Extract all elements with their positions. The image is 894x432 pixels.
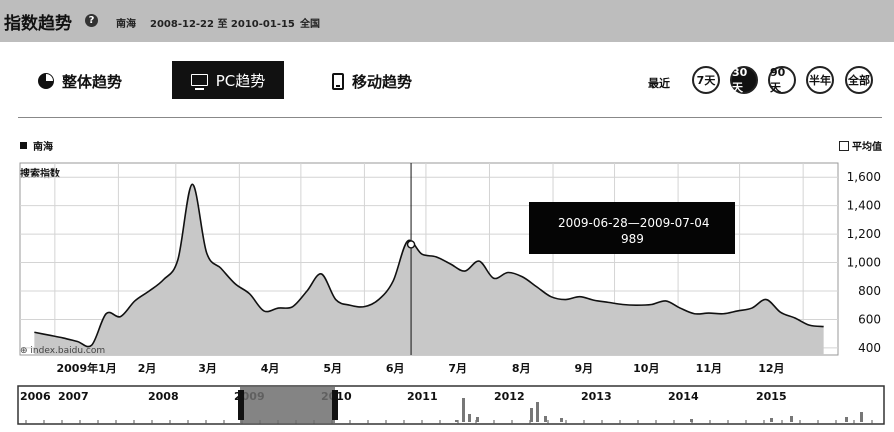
pie-chart-icon bbox=[38, 73, 54, 89]
date-range: 2008-12-22 至 2010-01-15 bbox=[150, 19, 295, 30]
navigator-year-label: 2012 bbox=[494, 390, 525, 403]
x-tick-label: 2009年1月 bbox=[56, 361, 116, 375]
navigator-spark-bar bbox=[790, 416, 793, 422]
legend-label: 南海 bbox=[33, 142, 53, 153]
range-all-button[interactable]: 全部 bbox=[845, 66, 873, 94]
navigator-spark-bar bbox=[462, 398, 465, 422]
navigator-spark-bar bbox=[560, 418, 563, 422]
navigator-spark-bar bbox=[468, 414, 471, 422]
legend-swatch bbox=[20, 142, 27, 149]
x-tick-label: 5月 bbox=[323, 362, 342, 375]
navigator-year-label: 2006 bbox=[20, 390, 51, 403]
navigator-spark-bar bbox=[690, 419, 693, 422]
average-toggle[interactable]: 平均值 bbox=[839, 138, 882, 153]
monitor-icon bbox=[190, 74, 208, 90]
range-label: 最近 bbox=[648, 77, 670, 90]
tab-overall-trend[interactable]: 整体趋势 bbox=[38, 62, 122, 100]
mobile-icon bbox=[332, 72, 344, 90]
y-tick-label: 1,600 bbox=[847, 170, 881, 184]
header-bar: 指数趋势 ? 南海 2008-12-22 至 2010-01-15 全国 bbox=[0, 0, 894, 42]
x-tick-label: 11月 bbox=[696, 362, 722, 375]
watermark-text: index.baidu.com bbox=[30, 346, 106, 356]
navigator-spark-bar bbox=[544, 416, 547, 422]
region-name: 南海 bbox=[116, 19, 136, 30]
navigator-spark-bar bbox=[455, 420, 458, 422]
navigator-spark-bar bbox=[476, 417, 479, 422]
y-axis-label: 搜索指数 bbox=[20, 169, 60, 180]
trend-tabs: 整体趋势 PC趋势 移动趋势 bbox=[0, 56, 894, 104]
series-area bbox=[34, 184, 824, 355]
page-title: 指数趋势 bbox=[4, 14, 72, 34]
x-tick-label: 3月 bbox=[198, 362, 217, 375]
range-half-year-button[interactable]: 半年 bbox=[806, 66, 834, 94]
navigator-handle-left[interactable] bbox=[238, 390, 244, 420]
navigator-spark-bar bbox=[536, 402, 539, 422]
x-tick-label: 9月 bbox=[574, 362, 593, 375]
tab-label: PC趋势 bbox=[215, 71, 266, 90]
x-tick-label: 8月 bbox=[512, 362, 531, 375]
average-label: 平均值 bbox=[852, 142, 882, 153]
y-tick-label: 600 bbox=[858, 312, 881, 326]
series-line bbox=[34, 183, 824, 348]
x-tick-label: 10月 bbox=[633, 362, 659, 375]
x-tick-label: 7月 bbox=[448, 362, 467, 375]
tooltip: 2009-06-28—2009-07-04 989 bbox=[529, 202, 735, 254]
y-tick-label: 800 bbox=[858, 284, 881, 298]
navigator-year-label: 2013 bbox=[581, 390, 612, 403]
y-tick-label: 400 bbox=[858, 341, 881, 355]
checkbox-icon[interactable] bbox=[839, 140, 849, 151]
tooltip-date: 2009-06-28—2009-07-04 bbox=[558, 216, 710, 230]
navigator-spark-bar bbox=[770, 418, 773, 422]
x-tick-label: 6月 bbox=[386, 362, 405, 375]
range-30d-button[interactable]: 30天 bbox=[730, 66, 758, 94]
series-legend: 南海 bbox=[20, 138, 53, 153]
tab-label: 整体趋势 bbox=[62, 72, 123, 91]
navigator-spark-bar bbox=[845, 417, 848, 422]
y-tick-label: 1,400 bbox=[847, 199, 881, 213]
navigator-spark-bar bbox=[860, 412, 863, 422]
tooltip-value: 989 bbox=[621, 232, 644, 246]
navigator-year-label: 2014 bbox=[668, 390, 699, 403]
x-tick-label: 12月 bbox=[758, 362, 784, 375]
y-tick-label: 1,000 bbox=[847, 256, 881, 270]
range-90d-button[interactable]: 90天 bbox=[768, 66, 796, 94]
navigator-year-label: 2011 bbox=[407, 390, 438, 403]
tab-pc-trend[interactable]: PC趋势 bbox=[172, 61, 284, 99]
navigator-frame[interactable] bbox=[17, 385, 885, 425]
scope-label: 全国 bbox=[300, 19, 320, 30]
hover-point[interactable] bbox=[406, 240, 416, 249]
range-7d-button[interactable]: 7天 bbox=[692, 66, 720, 94]
tab-mobile-trend[interactable]: 移动趋势 bbox=[332, 62, 412, 100]
navigator-year-label: 2008 bbox=[148, 390, 179, 403]
x-tick-label: 2月 bbox=[138, 362, 157, 375]
y-tick-label: 1,200 bbox=[847, 227, 881, 241]
navigator-selection[interactable] bbox=[240, 387, 335, 423]
navigator-year-label: 2015 bbox=[756, 390, 787, 403]
help-icon[interactable]: ? bbox=[85, 14, 98, 27]
watermark: ⊕ index.baidu.com bbox=[20, 346, 106, 356]
navigator-year-label: 2007 bbox=[58, 390, 89, 403]
divider bbox=[18, 117, 882, 118]
navigator-handle-right[interactable] bbox=[332, 390, 338, 420]
tab-label: 移动趋势 bbox=[352, 72, 413, 91]
navigator-spark-bar bbox=[530, 408, 533, 422]
x-tick-label: 4月 bbox=[261, 362, 280, 375]
